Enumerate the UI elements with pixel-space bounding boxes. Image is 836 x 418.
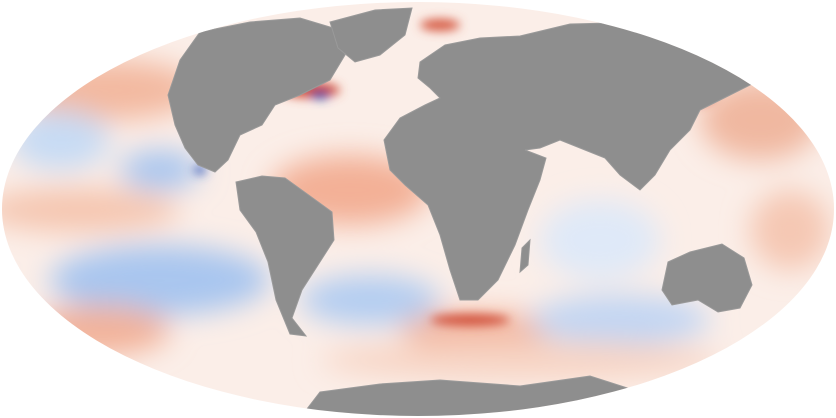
madagascar <box>519 238 531 274</box>
north-america <box>167 17 346 173</box>
continents <box>167 7 792 416</box>
south-america <box>235 175 335 337</box>
australia <box>661 243 753 313</box>
greenland <box>329 7 413 63</box>
